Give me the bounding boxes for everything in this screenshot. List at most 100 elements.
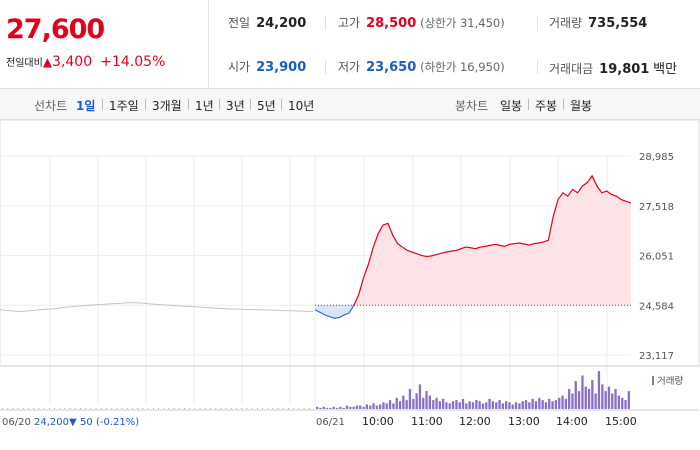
volume-bar xyxy=(541,400,544,409)
volume-bar xyxy=(316,406,319,409)
stat-label: 저가 xyxy=(338,60,361,74)
volume-bar-prev xyxy=(158,408,159,409)
volume-bar-prev xyxy=(210,408,211,409)
separator xyxy=(219,99,220,110)
volume-bar-prev xyxy=(137,408,139,409)
volume-bar xyxy=(442,398,445,409)
volume-bar xyxy=(388,400,392,409)
volume-bar-prev xyxy=(204,408,206,409)
separator xyxy=(250,99,251,110)
volume-bar-prev xyxy=(262,408,263,409)
volume-bar xyxy=(319,407,322,409)
volume-bar-prev xyxy=(90,408,92,409)
volume-bar xyxy=(335,407,339,409)
volume-bar-prev xyxy=(298,408,300,409)
separator xyxy=(102,99,103,110)
x-tick-label: 10:00 xyxy=(362,415,394,428)
divider xyxy=(325,60,326,74)
volume-bar xyxy=(345,405,349,409)
lower-limit: (하한가 16,950) xyxy=(420,60,505,74)
volume-bar xyxy=(521,401,524,409)
volume-bar xyxy=(568,388,571,409)
volume-bar xyxy=(451,401,455,409)
volume-bar xyxy=(611,393,614,409)
divider xyxy=(537,16,538,30)
volume-bar-prev xyxy=(163,408,165,409)
volume-bar-prev xyxy=(48,408,50,409)
volume-bar xyxy=(491,401,494,409)
volume-bar-prev xyxy=(246,408,248,409)
stat-high: 고가 28,500 (상한가 31,450) xyxy=(338,14,505,31)
volume-bar xyxy=(375,405,378,409)
volume-bar-prev xyxy=(64,408,66,409)
volume-bar xyxy=(332,406,335,409)
y-axis: 28,985 27,518 26,051 24,584 23,117 xyxy=(639,152,674,362)
volume-bar-prev xyxy=(293,408,295,409)
change-value: 3,400 xyxy=(52,54,93,70)
candle-daily-tab[interactable]: 일봉 xyxy=(500,99,523,113)
volume-bar xyxy=(349,406,352,409)
stat-label: 전일 xyxy=(228,16,251,30)
period-1w-tab[interactable]: 1주일 xyxy=(109,99,139,113)
prev-close-value: 24,200 xyxy=(34,417,69,428)
volume-bar xyxy=(511,404,514,409)
separator xyxy=(528,99,529,110)
volume-legend-swatch xyxy=(652,376,654,385)
period-5y-tab[interactable]: 5년 xyxy=(257,99,276,113)
volume-bar xyxy=(485,402,488,409)
gain-area xyxy=(353,175,631,306)
stat-label: 시가 xyxy=(228,60,251,74)
divider xyxy=(325,16,326,30)
stat-open: 시가 23,900 xyxy=(228,58,306,75)
candle-monthly-tab[interactable]: 월봉 xyxy=(570,99,593,113)
prev-change-value: 50 xyxy=(80,417,93,428)
volume-bar xyxy=(471,402,475,409)
volume-bar-prev xyxy=(2,408,3,409)
volume-bar xyxy=(438,401,441,409)
volume-bar xyxy=(325,407,329,409)
volume-bar-prev xyxy=(147,408,149,409)
volume-bar xyxy=(478,401,481,409)
volume-bar-prev xyxy=(199,408,201,409)
volume-bar xyxy=(458,402,461,409)
volume-bar xyxy=(359,405,362,409)
volume-bar-prev xyxy=(132,408,133,409)
volume-bar xyxy=(564,398,567,409)
volume-bar xyxy=(524,400,528,409)
volume-bar xyxy=(475,400,478,409)
volume-bar xyxy=(408,388,412,409)
stat-label: 거래량 xyxy=(549,16,583,30)
volume-bar xyxy=(362,406,365,409)
x-tick-label: 06/21 xyxy=(316,417,345,428)
volume-bar-prev xyxy=(106,408,107,409)
separator xyxy=(563,99,564,110)
volume-bar xyxy=(468,401,471,409)
volume-bar xyxy=(339,406,342,409)
volume-bar xyxy=(322,406,325,409)
volume-bar-prev xyxy=(277,408,279,409)
candle-weekly-tab[interactable]: 주봉 xyxy=(535,99,558,113)
period-10y-tab[interactable]: 10년 xyxy=(288,99,315,113)
volume-bar xyxy=(607,386,611,409)
period-1d-tab[interactable]: 1일 xyxy=(76,99,96,113)
volume-bars xyxy=(2,371,630,409)
volume-bar-prev xyxy=(85,408,87,409)
volume-bar xyxy=(627,391,630,409)
period-3m-tab[interactable]: 3개월 xyxy=(152,99,182,113)
volume-bar xyxy=(415,393,418,409)
volume-bar xyxy=(369,405,372,409)
volume-bar-prev xyxy=(303,408,305,409)
volume-bar xyxy=(329,407,332,409)
stat-value: 24,200 xyxy=(256,16,307,31)
volume-bar-prev xyxy=(241,408,243,409)
current-price: 27,600 xyxy=(6,14,105,45)
volume-bar xyxy=(538,397,541,409)
volume-bar xyxy=(577,391,581,409)
volume-bar xyxy=(488,398,491,409)
volume-bar xyxy=(531,398,534,409)
volume-bar-prev xyxy=(288,408,289,409)
y-tick-label: 23,117 xyxy=(639,351,674,362)
volume-bar xyxy=(558,397,561,409)
period-1y-tab[interactable]: 1년 xyxy=(195,99,214,113)
period-3y-tab[interactable]: 3년 xyxy=(226,99,245,113)
